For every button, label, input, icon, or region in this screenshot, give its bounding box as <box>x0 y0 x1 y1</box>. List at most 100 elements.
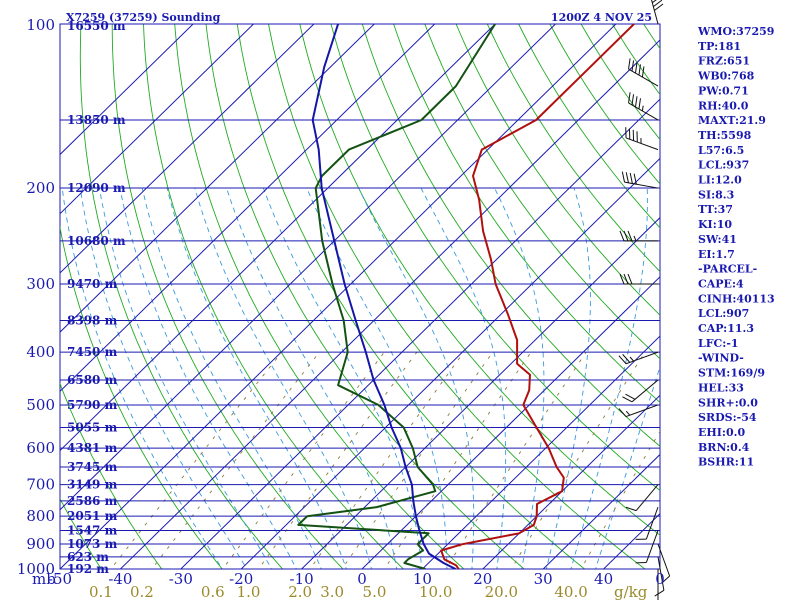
wind-barb-staff <box>625 351 659 365</box>
mixing-ratio-line <box>110 351 283 569</box>
wind-barb-flag <box>622 354 631 363</box>
height-label: 3745 m <box>67 460 118 474</box>
wind-barb-flag <box>618 408 627 417</box>
isotherm <box>300 216 660 569</box>
index-line: -PARCEL- <box>698 263 757 276</box>
index-line: TP:181 <box>698 40 741 53</box>
wind-barb-flag <box>623 230 629 242</box>
index-line: SRDS:-54 <box>698 411 757 424</box>
temperature-line <box>440 24 635 569</box>
height-label: 7450 m <box>67 345 118 359</box>
height-label: 4381 m <box>67 441 118 455</box>
parcel-line <box>311 24 457 569</box>
index-line: FRZ:651 <box>698 55 750 68</box>
isotherm <box>60 24 315 274</box>
pressure-tick-label: 200 <box>26 179 55 197</box>
wind-barb-flag <box>628 58 631 70</box>
mixing-ratio-label: 0.1 <box>89 583 113 600</box>
temperature-tick-label: 40 <box>594 570 613 588</box>
wind-barb-staff <box>631 379 659 403</box>
index-line: LCL:937 <box>698 159 749 172</box>
height-label: 1073 m <box>67 537 118 551</box>
wind-barb-staff <box>651 0 659 25</box>
temperature-tick-label: 30 <box>534 570 553 588</box>
wind-barb <box>622 379 659 403</box>
index-line: LFC:-1 <box>698 337 739 350</box>
height-label: 623 m <box>67 550 109 564</box>
wind-barb-flag <box>638 98 641 110</box>
wind-barb <box>618 351 659 365</box>
mixing-ratio-label: 10.0 <box>419 583 452 600</box>
wind-barb-flag <box>654 589 665 597</box>
wind-barb-staff <box>645 506 659 540</box>
dry-adiabat <box>780 0 800 581</box>
pressure-tick-label: 100 <box>26 16 55 34</box>
wind-barb-flag <box>634 62 638 74</box>
wind-barb-flag <box>652 0 657 4</box>
wind-barb-half-flag <box>641 105 644 112</box>
temperature-tick-label: -30 <box>169 570 193 588</box>
wind-barb <box>628 58 659 87</box>
isotherm <box>60 24 436 393</box>
isotherm <box>60 24 376 333</box>
pressure-tick-label: 600 <box>26 439 55 457</box>
moist-adiabat <box>545 187 591 569</box>
wind-barb-half-flag <box>625 410 631 416</box>
index-line: STM:169/9 <box>698 367 765 380</box>
sounding-title: X7259 (37259) Sounding <box>66 11 221 24</box>
height-label: 9470 m <box>67 277 118 291</box>
isotherm <box>240 157 660 569</box>
valid-time: 1200Z 4 NOV 25 <box>551 11 652 24</box>
wind-barb-staff <box>628 102 659 121</box>
height-label: 8398 m <box>67 314 118 328</box>
height-label: 2586 m <box>67 494 118 508</box>
mixing-ratio-label: 1.0 <box>237 583 261 600</box>
index-line: L57:6.5 <box>698 144 744 157</box>
temperature-tick-label: 10 <box>413 570 432 588</box>
isotherm <box>60 24 194 156</box>
mixing-ratio-label: 3.0 <box>320 583 344 600</box>
height-label: 16550 m <box>67 19 126 33</box>
pressure-tick-label: 900 <box>26 535 55 553</box>
index-line: LI:12.0 <box>698 174 742 187</box>
mixing-ratio-label: 0.6 <box>201 583 225 600</box>
wind-barb-flag <box>641 66 645 78</box>
temperature-tick-label: 0 <box>655 570 665 588</box>
index-line: TH:5598 <box>698 129 752 142</box>
wind-barb-flag <box>631 60 635 72</box>
mixing-ratio-line <box>222 351 385 569</box>
temperature-tick-label: 0 <box>357 570 367 588</box>
wind-barb <box>625 484 659 512</box>
wind-barb-flag <box>653 0 663 8</box>
moist-adiabat <box>119 188 297 569</box>
pressure-tick-label: 500 <box>26 396 55 414</box>
isotherm <box>482 394 660 569</box>
index-line: MAXT:21.9 <box>698 114 766 127</box>
index-line: WMO:37259 <box>697 25 774 38</box>
height-label: 12090 m <box>67 181 126 195</box>
moist-adiabat <box>226 187 398 569</box>
height-label: 5790 m <box>67 398 118 412</box>
dry-adiabat <box>60 497 102 569</box>
wind-barb <box>635 506 659 540</box>
pressure-unit-label: mb <box>32 570 56 588</box>
index-line: CINH:40113 <box>698 292 775 305</box>
wind-barb-flag <box>625 172 629 183</box>
moist-adiabat <box>98 188 273 569</box>
wind-barb <box>651 0 664 25</box>
wind-barb-flag <box>631 94 635 106</box>
mixing-ratio-label: 5.0 <box>363 583 387 600</box>
height-label: 10680 m <box>67 234 126 248</box>
moist-adiabat <box>166 187 347 569</box>
wind-barb-flag <box>633 173 637 185</box>
wind-barb <box>618 404 659 418</box>
moist-adiabat <box>79 188 248 569</box>
isotherm <box>60 24 255 215</box>
height-label: 2051 m <box>67 509 118 523</box>
mixing-ratio-unit: g/kg <box>614 583 648 600</box>
wind-barb-flag <box>625 506 637 512</box>
height-label: 6580 m <box>67 373 118 387</box>
wind-barb-staff <box>657 556 665 591</box>
index-line: RH:40.0 <box>698 99 749 112</box>
